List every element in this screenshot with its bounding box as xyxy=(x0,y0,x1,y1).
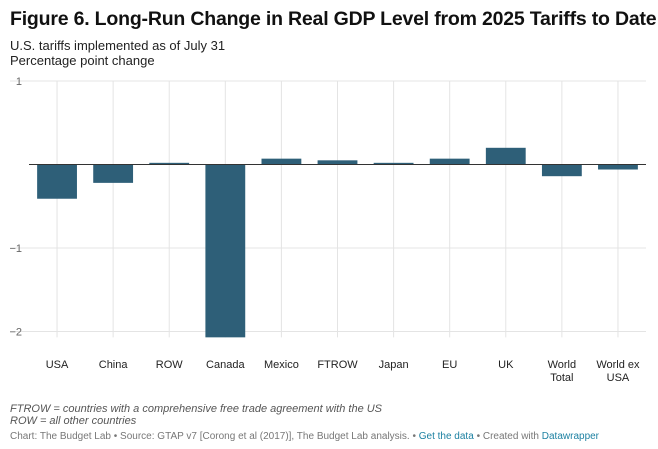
chart-unit-label: Percentage point change xyxy=(10,53,155,68)
bar xyxy=(205,164,246,338)
chart-subtitle: U.S. tariffs implemented as of July 31 xyxy=(10,38,226,53)
y-tick-label: −2 xyxy=(9,327,22,339)
x-category-label: Canada xyxy=(206,359,245,371)
note-ftrow: FTROW = countries with a comprehensive f… xyxy=(10,403,383,415)
bar xyxy=(598,164,638,170)
x-category-label: World xyxy=(548,359,577,371)
bar xyxy=(485,147,526,165)
x-category-label: EU xyxy=(442,359,457,371)
x-category-label: Total xyxy=(550,372,573,384)
y-tick-label: 1 xyxy=(16,76,22,88)
bar xyxy=(149,162,190,165)
bar xyxy=(541,164,582,177)
bar xyxy=(37,164,77,199)
bar xyxy=(93,164,134,183)
chart-title: Figure 6. Long-Run Change in Real GDP Le… xyxy=(10,8,657,30)
x-category-label: World ex xyxy=(596,359,640,371)
datawrapper-link[interactable]: Datawrapper xyxy=(541,431,600,442)
note-row: ROW = all other countries xyxy=(10,415,137,427)
x-category-label: UK xyxy=(498,359,514,371)
bar xyxy=(373,162,414,165)
x-category-label: FTROW xyxy=(317,359,358,371)
footer-source: Chart: The Budget Lab • Source: GTAP v7 … xyxy=(10,431,416,442)
footer-separator: • Created with xyxy=(476,431,539,442)
x-category-label: ROW xyxy=(156,359,184,371)
y-tick-label: −1 xyxy=(9,243,22,255)
x-category-label: Japan xyxy=(379,359,409,371)
x-category-label: China xyxy=(99,359,129,371)
footer: Chart: The Budget Lab • Source: GTAP v7 … xyxy=(10,431,599,442)
x-category-label: USA xyxy=(607,372,630,384)
x-category-label: Mexico xyxy=(264,359,299,371)
x-category-label: USA xyxy=(46,359,69,371)
bar xyxy=(317,160,358,165)
get-data-link[interactable]: Get the data xyxy=(418,431,474,442)
bar xyxy=(261,158,302,165)
bar xyxy=(429,158,470,165)
